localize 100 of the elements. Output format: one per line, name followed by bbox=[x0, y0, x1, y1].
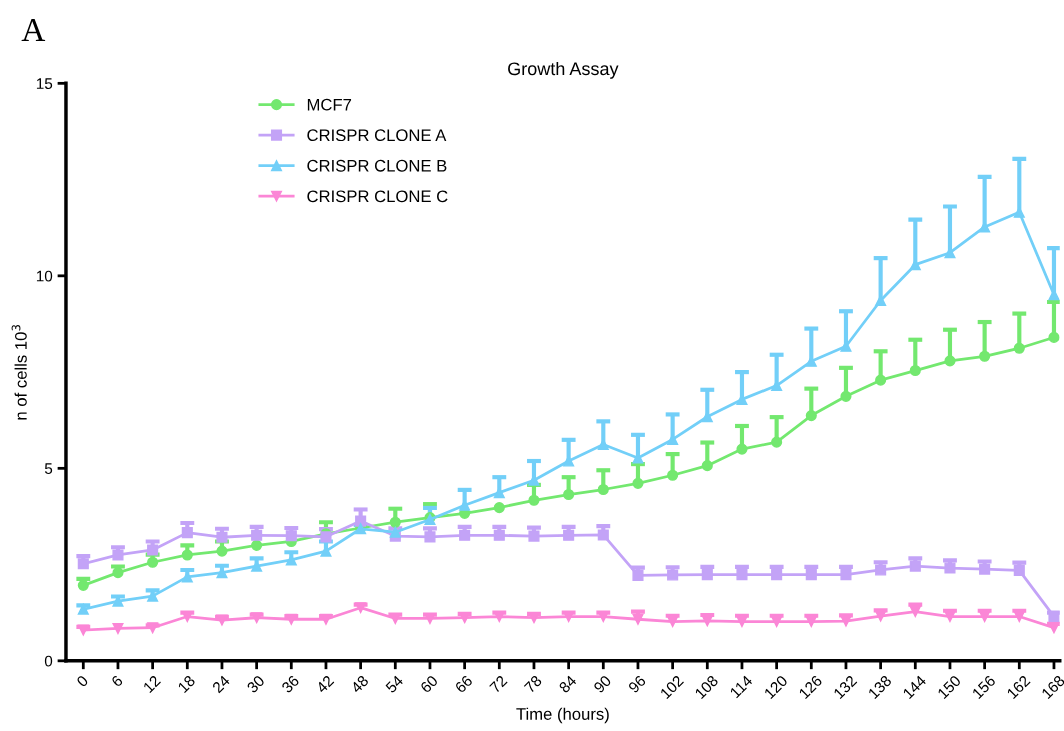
point bbox=[771, 569, 783, 581]
chart-title: Growth Assay bbox=[508, 61, 619, 79]
point bbox=[909, 605, 921, 618]
point bbox=[701, 460, 713, 472]
point bbox=[736, 569, 748, 581]
point bbox=[77, 624, 89, 636]
x-tick-label: 126 bbox=[798, 674, 823, 700]
point bbox=[805, 569, 817, 581]
x-tick-label: 12 bbox=[142, 674, 161, 694]
point bbox=[701, 569, 713, 581]
point bbox=[597, 529, 609, 541]
point bbox=[320, 613, 332, 625]
point bbox=[667, 569, 679, 581]
x-tick-label: 60 bbox=[419, 674, 439, 694]
point bbox=[285, 530, 297, 542]
x-tick-label: 0 bbox=[75, 674, 89, 688]
x-tick-label: 138 bbox=[867, 674, 893, 700]
x-tick-label: 90 bbox=[593, 674, 612, 694]
point bbox=[251, 539, 263, 551]
point bbox=[944, 355, 956, 367]
point bbox=[1013, 564, 1025, 576]
point bbox=[563, 529, 575, 541]
point bbox=[285, 613, 297, 625]
point bbox=[216, 531, 228, 543]
y-tick-label: 15 bbox=[36, 78, 53, 90]
point bbox=[181, 527, 193, 539]
point bbox=[147, 544, 159, 556]
x-tick-label: 30 bbox=[246, 674, 266, 694]
point bbox=[112, 549, 124, 561]
x-tick-label: 54 bbox=[385, 674, 404, 694]
x-tick-label: 36 bbox=[280, 674, 300, 694]
point bbox=[77, 558, 89, 570]
point bbox=[493, 502, 505, 514]
x-tick-label: 72 bbox=[489, 674, 508, 694]
point bbox=[251, 612, 263, 624]
point bbox=[528, 494, 540, 506]
point bbox=[597, 483, 609, 496]
point bbox=[840, 390, 852, 402]
point bbox=[840, 569, 852, 581]
point bbox=[147, 622, 159, 634]
y-tick-label: 5 bbox=[44, 463, 53, 475]
point bbox=[528, 530, 540, 542]
point bbox=[875, 374, 887, 386]
x-tick-label: 6 bbox=[110, 674, 124, 688]
point bbox=[805, 410, 817, 422]
point bbox=[355, 602, 367, 614]
x-tick-label: 144 bbox=[902, 674, 927, 700]
x-tick-label: 108 bbox=[694, 674, 719, 700]
x-tick-label: 78 bbox=[523, 674, 543, 694]
point bbox=[736, 443, 748, 455]
x-tick-label: 162 bbox=[1006, 674, 1031, 700]
point bbox=[1048, 331, 1060, 343]
x-tick-label: 66 bbox=[454, 674, 474, 694]
point bbox=[459, 529, 471, 541]
legend-label: CRISPR CLONE A bbox=[307, 129, 447, 142]
x-tick-label: 132 bbox=[833, 674, 858, 700]
point bbox=[251, 529, 263, 541]
y-tick-label: 10 bbox=[36, 270, 53, 282]
point bbox=[1048, 610, 1060, 623]
point bbox=[1013, 342, 1025, 354]
x-tick-label: 42 bbox=[315, 674, 335, 694]
point bbox=[771, 436, 783, 448]
point bbox=[181, 549, 193, 561]
point bbox=[909, 364, 921, 377]
x-tick-label: 24 bbox=[211, 674, 231, 694]
x-tick-label: 156 bbox=[971, 674, 997, 700]
legend-label: CRISPR CLONE C bbox=[307, 190, 448, 203]
point bbox=[632, 613, 644, 625]
x-tick-label: 114 bbox=[729, 674, 754, 699]
point bbox=[355, 515, 367, 527]
point bbox=[424, 531, 436, 543]
point bbox=[909, 560, 921, 572]
point bbox=[979, 563, 991, 575]
x-tick-label: 102 bbox=[659, 674, 684, 700]
y-axis-title: n of cells 10$^{3}$ bbox=[11, 324, 27, 420]
point bbox=[944, 562, 956, 574]
point bbox=[632, 477, 644, 489]
legend-label: MCF7 bbox=[307, 98, 352, 111]
point bbox=[112, 567, 124, 579]
point bbox=[563, 488, 575, 501]
legend-label: CRISPR CLONE B bbox=[307, 159, 447, 172]
point bbox=[216, 545, 228, 557]
x-tick-label: 150 bbox=[937, 674, 962, 700]
x-tick-label: 18 bbox=[177, 674, 196, 694]
point bbox=[216, 614, 228, 626]
x-tick-label: 48 bbox=[350, 674, 370, 694]
point bbox=[147, 556, 159, 568]
text: A bbox=[21, 18, 46, 41]
x-tick-label: 120 bbox=[763, 674, 789, 700]
x-axis-title: Time (hours) bbox=[516, 707, 609, 724]
x-tick-label: 96 bbox=[627, 674, 647, 694]
point bbox=[667, 469, 679, 481]
point bbox=[632, 569, 644, 581]
point bbox=[389, 526, 401, 538]
x-tick-label: 84 bbox=[558, 674, 578, 694]
point bbox=[493, 529, 505, 541]
y-tick-label: 0 bbox=[44, 655, 53, 667]
point bbox=[77, 603, 89, 615]
point bbox=[979, 350, 991, 362]
point bbox=[875, 564, 887, 576]
